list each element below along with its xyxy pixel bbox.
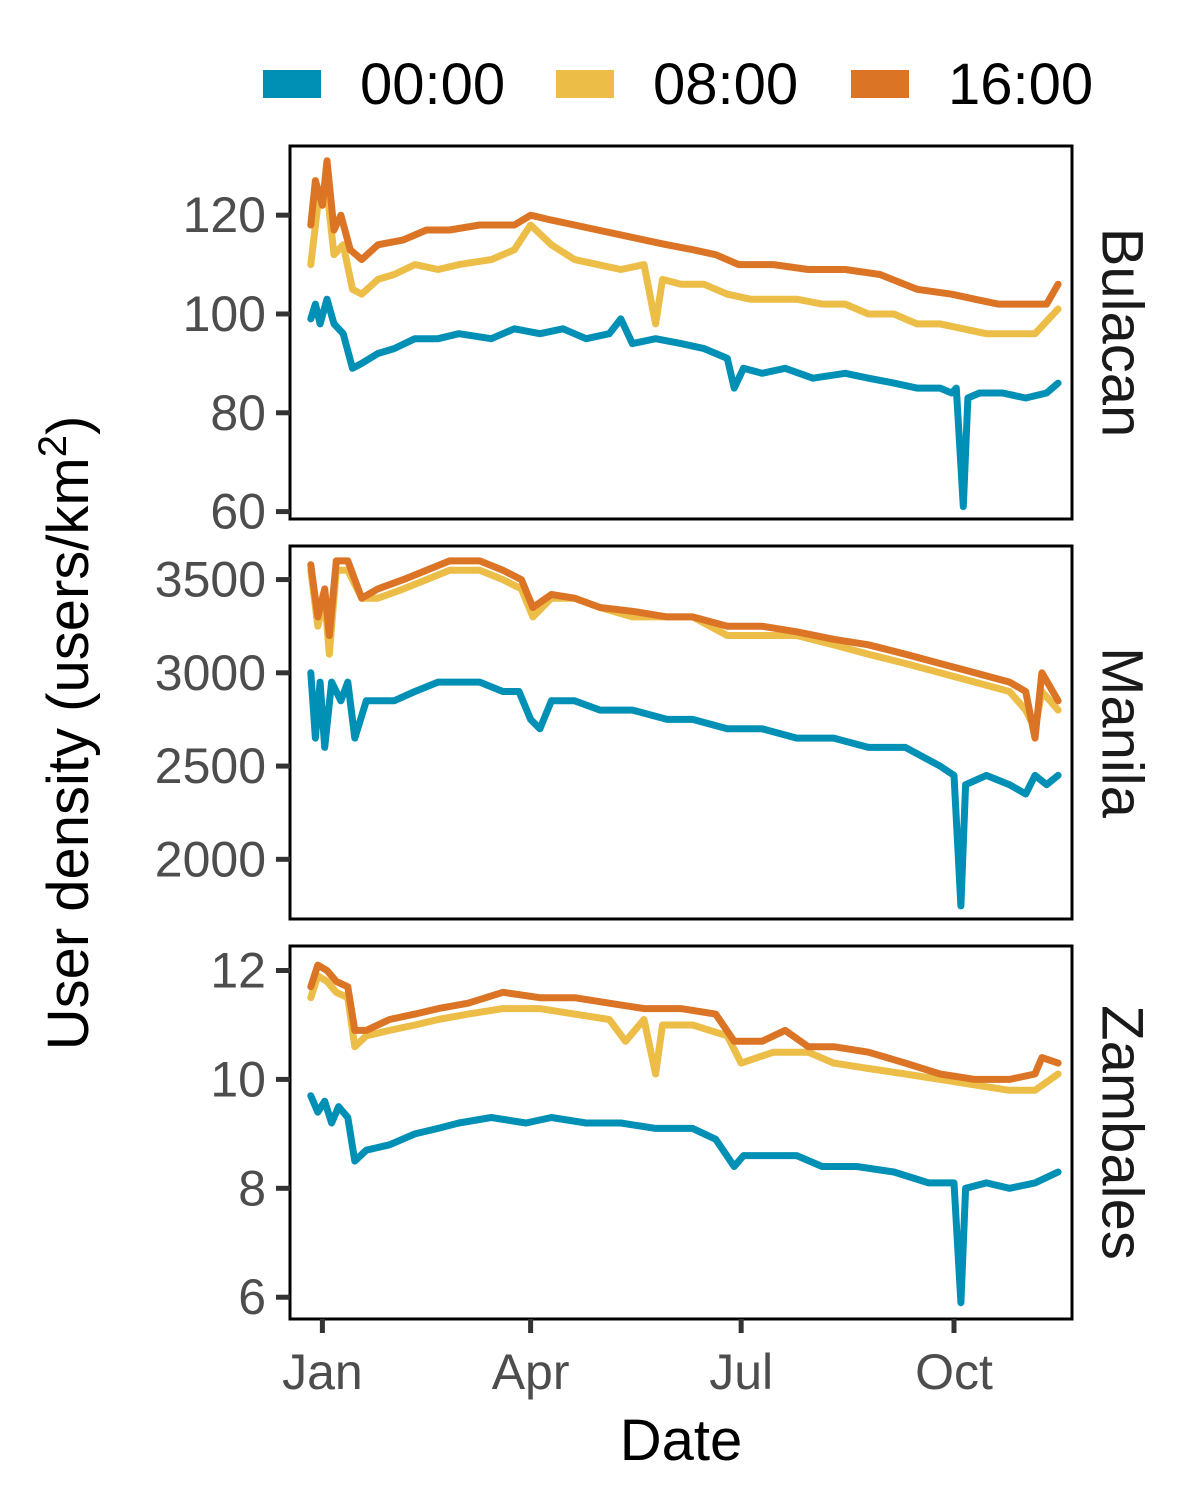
- panel-manila: 2000 2500 3000 3500 Manila: [155, 544, 1155, 921]
- y-tick-label-bulacan-60: 60: [210, 484, 266, 540]
- panel-frame-manila: [288, 544, 1074, 921]
- legend-label-00-00: 00:00: [360, 52, 505, 117]
- y-axis-title-close: ): [36, 416, 101, 435]
- panel-bulacan: 60 80 100 120 Bulacan: [183, 144, 1155, 540]
- panels: 60 80 100 120 Bulacan 2000 2500 3000 3500 Manila 6…: [155, 144, 1155, 1326]
- y-tick-label-manila-3500: 3500: [155, 552, 266, 608]
- panel-frame-zambales: [288, 944, 1074, 1321]
- series-line-manila-00-00: [307, 669, 1062, 910]
- series-line-manila-16-00: [307, 557, 1062, 742]
- legend: 00:00 08:00 16:00: [263, 52, 1093, 117]
- y-tick-label-zambales-6: 6: [238, 1269, 266, 1325]
- panel-frame-bulacan: [288, 144, 1074, 521]
- series-line-bulacan-08-00: [307, 187, 1062, 338]
- y-tick-label-bulacan-120: 120: [183, 187, 266, 243]
- x-tick-label-oct: Oct: [915, 1344, 993, 1400]
- panel-zambales: 6 8 10 12 Zambales: [210, 943, 1154, 1326]
- y-tick-label-zambales-12: 12: [210, 943, 266, 999]
- series-line-bulacan-00-00: [307, 295, 1062, 511]
- y-axis-title-superscript: 2: [31, 435, 75, 457]
- y-tick-label-zambales-8: 8: [238, 1160, 266, 1216]
- series-line-zambales-00-00: [307, 1092, 1062, 1307]
- x-axis: Jan Apr Jul Oct: [282, 1319, 993, 1400]
- legend-label-16-00: 16:00: [948, 52, 1093, 117]
- y-tick-label-bulacan-80: 80: [210, 385, 266, 441]
- series-line-zambales-16-00: [307, 961, 1062, 1083]
- y-tick-label-manila-3000: 3000: [155, 645, 266, 701]
- series-line-zambales-08-00: [307, 972, 1062, 1094]
- legend-key-08-00: [556, 70, 614, 98]
- y-tick-label-manila-2000: 2000: [155, 831, 266, 887]
- series-line-manila-08-00: [307, 566, 1062, 733]
- legend-key-16-00: [851, 70, 909, 98]
- x-tick-label-jul: Jul: [709, 1344, 773, 1400]
- legend-key-00-00: [263, 70, 321, 98]
- y-axis-title: User density (users/km2): [31, 416, 101, 1051]
- panel-strip-label-manila: Manila: [1090, 647, 1155, 819]
- y-tick-label-bulacan-100: 100: [183, 286, 266, 342]
- panel-strip-label-zambales: Zambales: [1090, 1005, 1155, 1260]
- y-tick-label-manila-2500: 2500: [155, 738, 266, 794]
- x-tick-label-jan: Jan: [282, 1344, 363, 1400]
- y-tick-label-zambales-10: 10: [210, 1051, 266, 1107]
- y-axis-title-main: User density (users/km: [36, 457, 101, 1050]
- legend-label-08-00: 08:00: [653, 52, 798, 117]
- x-tick-label-apr: Apr: [492, 1344, 570, 1400]
- series-line-bulacan-16-00: [307, 157, 1062, 308]
- x-axis-title: Date: [620, 1408, 743, 1473]
- panel-strip-label-bulacan: Bulacan: [1090, 228, 1155, 438]
